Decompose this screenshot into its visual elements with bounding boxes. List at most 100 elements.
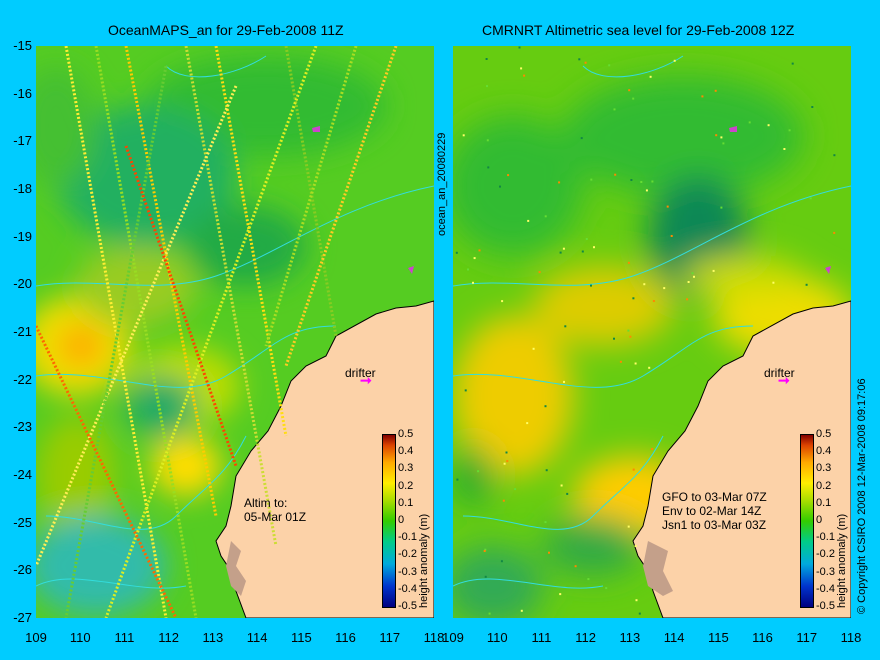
x-tick-label: 115	[707, 630, 729, 645]
observation-point	[559, 251, 562, 254]
observation-point	[666, 205, 669, 208]
left-side-label: ocean_an_20080229	[436, 132, 448, 236]
observation-point	[687, 281, 690, 283]
observation-point	[722, 142, 725, 145]
contour-lines	[36, 55, 434, 589]
observation-point	[643, 283, 646, 286]
observation-point	[473, 257, 476, 260]
observation-point	[833, 154, 836, 157]
observation-point	[767, 124, 770, 127]
observation-point	[686, 298, 689, 301]
annotation-line: Jsn1 to 03-Mar 03Z	[662, 518, 767, 532]
observation-point	[520, 609, 523, 612]
colorbar-tick-label: 0.4	[398, 445, 414, 458]
observation-point	[502, 499, 505, 502]
colorbar-tick-label: 0.3	[816, 462, 832, 475]
right-colorbar-label: height anomaly (m)	[836, 513, 848, 608]
island	[312, 126, 320, 132]
observation-point	[651, 448, 654, 450]
right-colorbar	[800, 434, 814, 608]
right-drifter-label: drifter	[764, 366, 795, 380]
observation-point	[559, 593, 562, 596]
observation-point	[532, 347, 535, 350]
observation-point	[477, 470, 480, 473]
left-colorbar-label: height anomaly (m)	[418, 513, 430, 608]
observation-point	[548, 551, 550, 554]
y-tick-label: -25	[13, 514, 32, 530]
colorbar-tick-label: -0.1	[398, 531, 417, 544]
observation-point	[670, 235, 673, 237]
observation-point	[505, 451, 508, 454]
observation-point	[562, 247, 565, 250]
y-tick-label: -17	[13, 133, 32, 149]
colorbar-tick-label: 0.1	[398, 496, 414, 509]
observation-point	[560, 484, 563, 487]
observation-point	[499, 185, 501, 188]
observation-point	[712, 269, 715, 272]
observation-point	[520, 67, 523, 70]
observation-point	[614, 173, 617, 176]
observation-point	[484, 575, 487, 578]
observation-point	[544, 215, 547, 218]
observation-point	[629, 335, 632, 338]
observation-point	[638, 612, 641, 615]
x-tick-label: 112	[575, 630, 597, 645]
drifter-arrow-icon: ➞	[778, 372, 790, 388]
observation-point	[544, 405, 547, 408]
colorbar-tick-label: 0.1	[816, 496, 832, 509]
x-tick-label: 118	[840, 630, 862, 645]
observation-point	[455, 251, 458, 254]
observation-point	[578, 58, 581, 61]
observation-point	[691, 272, 694, 275]
left-altim-annotation: Altim to: 05-Mar 01Z	[244, 496, 306, 524]
observation-point	[748, 121, 751, 124]
observation-point	[809, 197, 812, 200]
observation-point	[608, 64, 611, 67]
left-colorbar	[382, 434, 396, 608]
colorbar-tick-label: 0	[816, 514, 823, 526]
observation-point	[634, 362, 637, 365]
right-copyright-label: © Copyright CSIRO 2008 12-Mar-2008 09:17…	[856, 378, 868, 614]
annotation-line: Env to 02-Mar 14Z	[662, 504, 762, 518]
observation-point	[478, 249, 481, 252]
x-tick-label: 114	[246, 630, 268, 645]
observation-point	[811, 106, 814, 108]
observation-point	[649, 75, 652, 78]
observation-point	[715, 134, 718, 137]
observation-point	[632, 97, 635, 100]
observation-point	[590, 178, 593, 181]
observation-point	[487, 166, 490, 169]
island	[729, 126, 737, 132]
x-tick-label: 113	[619, 630, 641, 645]
y-tick-label: -22	[13, 371, 32, 387]
colorbar-tick-label: -0.2	[398, 548, 417, 561]
observation-point	[788, 129, 791, 132]
colorbar-tick-label: 0.2	[816, 479, 832, 492]
observation-point	[791, 62, 794, 65]
right-satellite-annotation: GFO to 03-Mar 07Z Env to 02-Mar 14Z Jsn1…	[662, 490, 767, 532]
observation-point	[558, 181, 561, 184]
observation-point	[772, 281, 775, 284]
observation-point	[783, 148, 786, 150]
colorbar-tick-label: 0.2	[398, 479, 414, 492]
observation-point	[523, 74, 526, 77]
observation-point	[584, 61, 587, 64]
observation-point	[456, 478, 459, 481]
observation-point	[635, 599, 638, 602]
observation-point	[462, 134, 465, 137]
annotation-line: GFO to 03-Mar 07Z	[662, 490, 767, 504]
observation-point	[805, 283, 808, 286]
observation-point	[500, 560, 503, 563]
colorbar-tick-label: 0	[398, 514, 405, 526]
y-tick-label: -27	[13, 610, 32, 625]
x-tick-label: 117	[796, 630, 818, 645]
colorbar-tick-label: -0.3	[816, 565, 835, 578]
left-panel-title: OceanMAPS_an for 29-Feb-2008 11Z	[108, 22, 344, 38]
x-tick-label: 111	[114, 630, 135, 645]
x-tick-label: 111	[531, 630, 552, 645]
observation-point	[526, 422, 529, 425]
observation-point	[652, 300, 655, 302]
observation-point	[486, 139, 489, 142]
island	[825, 266, 831, 274]
observation-point	[605, 587, 608, 590]
